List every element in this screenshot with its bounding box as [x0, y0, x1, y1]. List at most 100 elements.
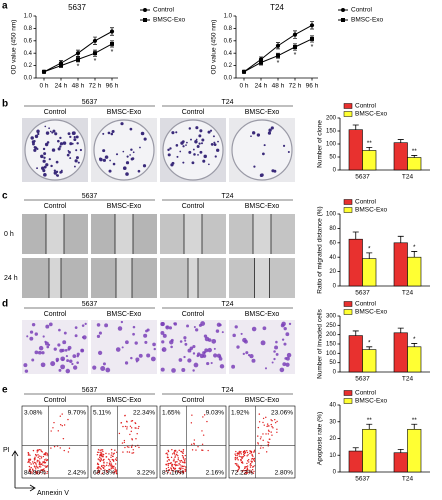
event: [35, 463, 37, 465]
event: [243, 454, 246, 457]
cell: [34, 332, 38, 336]
event: [176, 451, 178, 453]
y-tick-label: 1.0: [24, 14, 33, 20]
cell: [251, 326, 257, 332]
event: [246, 451, 249, 454]
event: [167, 471, 169, 474]
event: [253, 457, 256, 460]
error-bar: [397, 448, 404, 453]
event: [236, 463, 238, 465]
event: [179, 467, 181, 469]
colony: [212, 135, 215, 138]
marker: [92, 38, 98, 43]
bar: [348, 450, 363, 473]
event: [98, 459, 101, 461]
event: [63, 449, 65, 452]
legend-label: Control: [355, 199, 377, 206]
condition-label: BMSC-Exo: [245, 397, 280, 404]
event: [260, 436, 262, 438]
cell: [206, 361, 210, 366]
event: [181, 454, 184, 457]
condition-label: BMSC-Exo: [107, 311, 142, 318]
event: [102, 467, 105, 470]
event: [105, 452, 107, 455]
event: [102, 466, 104, 469]
cell: [150, 356, 156, 362]
event: [59, 447, 61, 449]
panel-label: b: [2, 99, 8, 110]
event: [100, 451, 102, 454]
cell: [153, 347, 156, 351]
event: [137, 427, 139, 430]
cell: [76, 352, 80, 356]
colony: [45, 131, 50, 135]
colony: [262, 152, 265, 156]
event: [262, 417, 265, 420]
event: [267, 443, 269, 446]
colony: [175, 131, 178, 134]
colony: [69, 157, 72, 160]
x-tick-label: 96 h: [106, 83, 119, 90]
colony: [75, 149, 78, 152]
cell: [193, 326, 196, 329]
bar: [348, 238, 363, 287]
event: [240, 451, 242, 453]
event: [235, 454, 237, 457]
colony: [59, 145, 62, 148]
cell: [100, 366, 106, 372]
y-tick-label: 0.6: [224, 38, 233, 44]
y-tick-label: 0: [333, 470, 337, 476]
event: [37, 456, 39, 459]
legend-swatch: [343, 111, 353, 117]
cell: [97, 350, 103, 355]
colony: [36, 129, 40, 134]
event: [174, 463, 176, 466]
colony: [57, 147, 61, 151]
cell: [132, 325, 136, 329]
event: [100, 455, 103, 457]
event: [177, 470, 180, 472]
event: [130, 420, 133, 422]
y-tick-label: 30: [329, 419, 336, 425]
group-label: 5637: [82, 193, 98, 200]
significance: **: [412, 148, 418, 155]
cell: [84, 322, 87, 326]
x-tick-label: 0 h: [239, 83, 248, 90]
event: [37, 471, 39, 473]
event: [201, 430, 203, 432]
event: [129, 433, 131, 436]
axis-label: PI: [3, 447, 10, 454]
event: [165, 468, 168, 470]
colony: [287, 150, 290, 153]
condition-label: Control: [44, 203, 67, 210]
wound: [188, 258, 198, 298]
marker: [242, 69, 246, 74]
event: [176, 461, 178, 463]
cell: [96, 334, 101, 338]
event: [109, 460, 111, 463]
legend-marker: [341, 18, 345, 22]
colony: [48, 158, 51, 161]
event: [130, 446, 133, 449]
cell: [262, 326, 267, 331]
colony: [37, 132, 40, 136]
event: [262, 433, 264, 435]
colony: [42, 147, 46, 151]
cell: [210, 361, 213, 365]
event: [40, 449, 42, 451]
event: [237, 464, 239, 466]
cell: [104, 323, 109, 328]
event: [249, 462, 252, 465]
event: [265, 433, 267, 435]
event: [174, 449, 177, 452]
event: [45, 452, 47, 454]
event: [99, 449, 101, 451]
significance: *: [413, 244, 416, 251]
colony: [69, 142, 73, 146]
error-bar: [411, 423, 418, 430]
legend-swatch: [343, 309, 353, 315]
colony: [59, 136, 62, 140]
event: [271, 420, 273, 422]
event: [99, 467, 101, 469]
colony: [43, 156, 46, 160]
